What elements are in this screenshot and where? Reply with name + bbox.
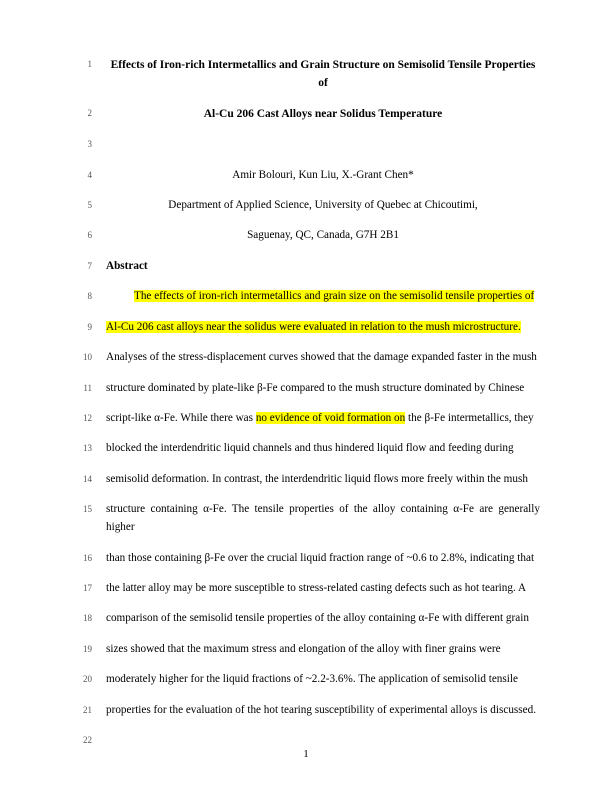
line-content: sizes showed that the maximum stress and… — [106, 641, 540, 659]
line-content — [106, 136, 540, 154]
line-content: script-like α-Fe. While there was no evi… — [106, 410, 540, 428]
line-content: Effects of Iron-rich Intermetallics and … — [106, 56, 540, 93]
line-number: 17 — [72, 580, 92, 593]
text-run: structure dominated by plate-like β-Fe c… — [106, 382, 524, 394]
line-number: 15 — [72, 501, 92, 514]
manuscript-line: 15 structure containing α-Fe. The tensile… — [72, 501, 540, 537]
line-number: 21 — [72, 702, 92, 715]
line-content: properties for the evaluation of the hot… — [106, 702, 540, 720]
line-number: 20 — [72, 671, 92, 684]
text-run: structure containing α-Fe. The tensile p… — [106, 503, 540, 533]
manuscript-line: 1 Effects of Iron-rich Intermetallics and… — [72, 56, 540, 93]
line-number: 14 — [72, 471, 92, 484]
highlighted-text: Al-Cu 206 cast alloys near the solidus w… — [106, 321, 521, 333]
manuscript-line: 19 sizes showed that the maximum stress a… — [72, 641, 540, 659]
line-content: than those containing β-Fe over the cruc… — [106, 550, 540, 568]
line-content: moderately higher for the liquid fractio… — [106, 671, 540, 689]
line-content: comparison of the semisolid tensile prop… — [106, 610, 540, 628]
manuscript-line: 5 Department of Applied Science, Universi… — [72, 197, 540, 215]
line-number: 18 — [72, 610, 92, 623]
line-content: Analyses of the stress-displacement curv… — [106, 349, 540, 367]
line-number: 6 — [72, 227, 92, 240]
text-run: the latter alloy may be more susceptible… — [106, 582, 526, 594]
text-run: sizes showed that the maximum stress and… — [106, 643, 501, 655]
manuscript-line: 18 comparison of the semisolid tensile pr… — [72, 610, 540, 628]
line-number: 22 — [72, 732, 92, 745]
manuscript-line: 8 The effects of iron-rich intermetallics… — [72, 288, 540, 306]
line-content: Department of Applied Science, Universit… — [106, 197, 540, 215]
line-number: 3 — [72, 136, 92, 149]
manuscript-line: 20 moderately higher for the liquid fract… — [72, 671, 540, 689]
manuscript-line: 3 — [72, 136, 540, 154]
text-run: Al-Cu 206 Cast Alloys near Solidus Tempe… — [204, 108, 443, 120]
line-number: 5 — [72, 197, 92, 210]
line-content: Amir Bolouri, Kun Liu, X.-Grant Chen* — [106, 167, 540, 185]
text-run: than those containing β-Fe over the cruc… — [106, 552, 534, 564]
line-content: blocked the interdendritic liquid channe… — [106, 440, 540, 458]
text-run: blocked the interdendritic liquid channe… — [106, 442, 514, 454]
manuscript-line: 10 Analyses of the stress-displacement cu… — [72, 349, 540, 367]
manuscript-line: 7 Abstract — [72, 258, 540, 276]
text-run: comparison of the semisolid tensile prop… — [106, 612, 529, 624]
line-number: 8 — [72, 288, 92, 301]
line-number: 16 — [72, 550, 92, 563]
page-body: 1 Effects of Iron-rich Intermetallics and… — [0, 0, 612, 803]
text-run: Department of Applied Science, Universit… — [168, 199, 477, 211]
manuscript-line: 2 Al-Cu 206 Cast Alloys near Solidus Temp… — [72, 105, 540, 123]
line-number: 2 — [72, 105, 92, 118]
manuscript-line: 12 script-like α-Fe. While there was no e… — [72, 410, 540, 428]
line-number: 11 — [72, 380, 92, 393]
line-content: Abstract — [106, 258, 540, 276]
text-run: Analyses of the stress-displacement curv… — [106, 351, 537, 363]
manuscript-line: 11 structure dominated by plate-like β-Fe… — [72, 380, 540, 398]
line-number: 12 — [72, 410, 92, 423]
text-run: moderately higher for the liquid fractio… — [106, 673, 518, 685]
text-run: script-like α-Fe. While there was — [106, 412, 256, 424]
manuscript-line: 14 semisolid deformation. In contrast, th… — [72, 471, 540, 489]
line-number: 19 — [72, 641, 92, 654]
manuscript-line: 6 Saguenay, QC, Canada, G7H 2B1 — [72, 227, 540, 245]
line-content: structure containing α-Fe. The tensile p… — [106, 501, 540, 537]
text-run: Abstract — [106, 260, 148, 272]
line-number: 7 — [72, 258, 92, 271]
line-content: The effects of iron-rich intermetallics … — [106, 288, 540, 306]
manuscript-line: 16 than those containing β-Fe over the cr… — [72, 550, 540, 568]
line-content: structure dominated by plate-like β-Fe c… — [106, 380, 540, 398]
highlighted-text: The effects of iron-rich intermetallics … — [134, 290, 534, 302]
line-number: 4 — [72, 167, 92, 180]
text-run: properties for the evaluation of the hot… — [106, 704, 536, 716]
manuscript-line: 21 properties for the evaluation of the h… — [72, 702, 540, 720]
manuscript-line: 9 Al-Cu 206 cast alloys near the solidus … — [72, 319, 540, 337]
manuscript-line: 4 Amir Bolouri, Kun Liu, X.-Grant Chen* — [72, 167, 540, 185]
text-run: Effects of Iron-rich Intermetallics and … — [111, 59, 536, 89]
text-run: Saguenay, QC, Canada, G7H 2B1 — [247, 229, 399, 241]
page-number: 1 — [0, 748, 612, 760]
text-run: semisolid deformation. In contrast, the … — [106, 473, 528, 485]
manuscript-line: 13 blocked the interdendritic liquid chan… — [72, 440, 540, 458]
line-number: 10 — [72, 349, 92, 362]
line-content: Al-Cu 206 Cast Alloys near Solidus Tempe… — [106, 105, 540, 123]
line-number: 1 — [72, 56, 92, 69]
line-content: Al-Cu 206 cast alloys near the solidus w… — [106, 319, 540, 337]
line-content: the latter alloy may be more susceptible… — [106, 580, 540, 598]
line-content: semisolid deformation. In contrast, the … — [106, 471, 540, 489]
text-run: the β-Fe intermetallics, they — [405, 412, 533, 424]
highlighted-text: no evidence of void formation on — [256, 412, 405, 424]
line-number: 9 — [72, 319, 92, 332]
text-run: Amir Bolouri, Kun Liu, X.-Grant Chen* — [232, 169, 413, 181]
line-content: Saguenay, QC, Canada, G7H 2B1 — [106, 227, 540, 245]
manuscript-line: 17 the latter alloy may be more susceptib… — [72, 580, 540, 598]
line-number: 13 — [72, 440, 92, 453]
